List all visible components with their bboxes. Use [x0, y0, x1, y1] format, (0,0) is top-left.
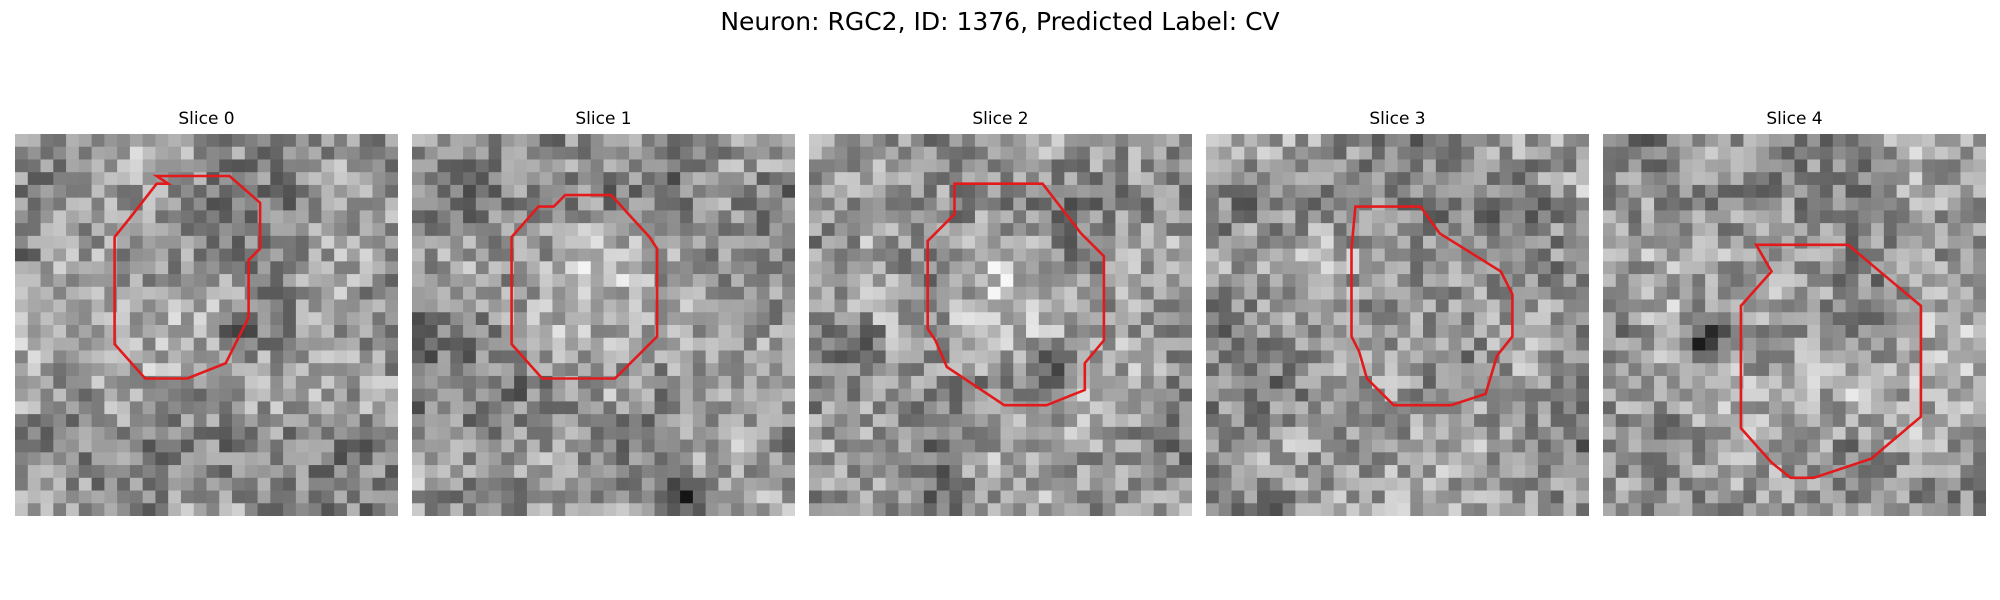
slice-image [15, 134, 398, 516]
pixel-grid [1206, 134, 1589, 516]
slice-image [412, 134, 795, 516]
slice-title: Slice 3 [1369, 109, 1426, 129]
figure-title: Neuron: RGC2, ID: 1376, Predicted Label:… [720, 7, 1280, 36]
slice-panel-4: Slice 4 [1603, 108, 1986, 516]
slice-panel-3: Slice 3 [1206, 108, 1589, 516]
slice-image [1206, 134, 1589, 516]
pixel-grid [1603, 134, 1986, 516]
slice-image [1603, 134, 1986, 516]
neuron-contour [1739, 243, 1923, 480]
slice-panel-1: Slice 1 [412, 108, 795, 516]
neuron-contour [113, 174, 262, 380]
slice-title: Slice 1 [575, 109, 632, 129]
slice-panel-2: Slice 2 [809, 108, 1192, 516]
neuron-contour [510, 193, 659, 380]
pixel-grid [809, 134, 1192, 516]
neuron-contour [926, 182, 1106, 407]
neuron-contour [1350, 205, 1514, 407]
pixel-grid [412, 134, 795, 516]
slice-title: Slice 2 [972, 109, 1029, 129]
slice-title: Slice 0 [178, 109, 235, 129]
slice-title: Slice 4 [1766, 109, 1823, 129]
slice-image [809, 134, 1192, 516]
pixel-grid [15, 134, 398, 516]
slice-panel-0: Slice 0 [15, 108, 398, 516]
